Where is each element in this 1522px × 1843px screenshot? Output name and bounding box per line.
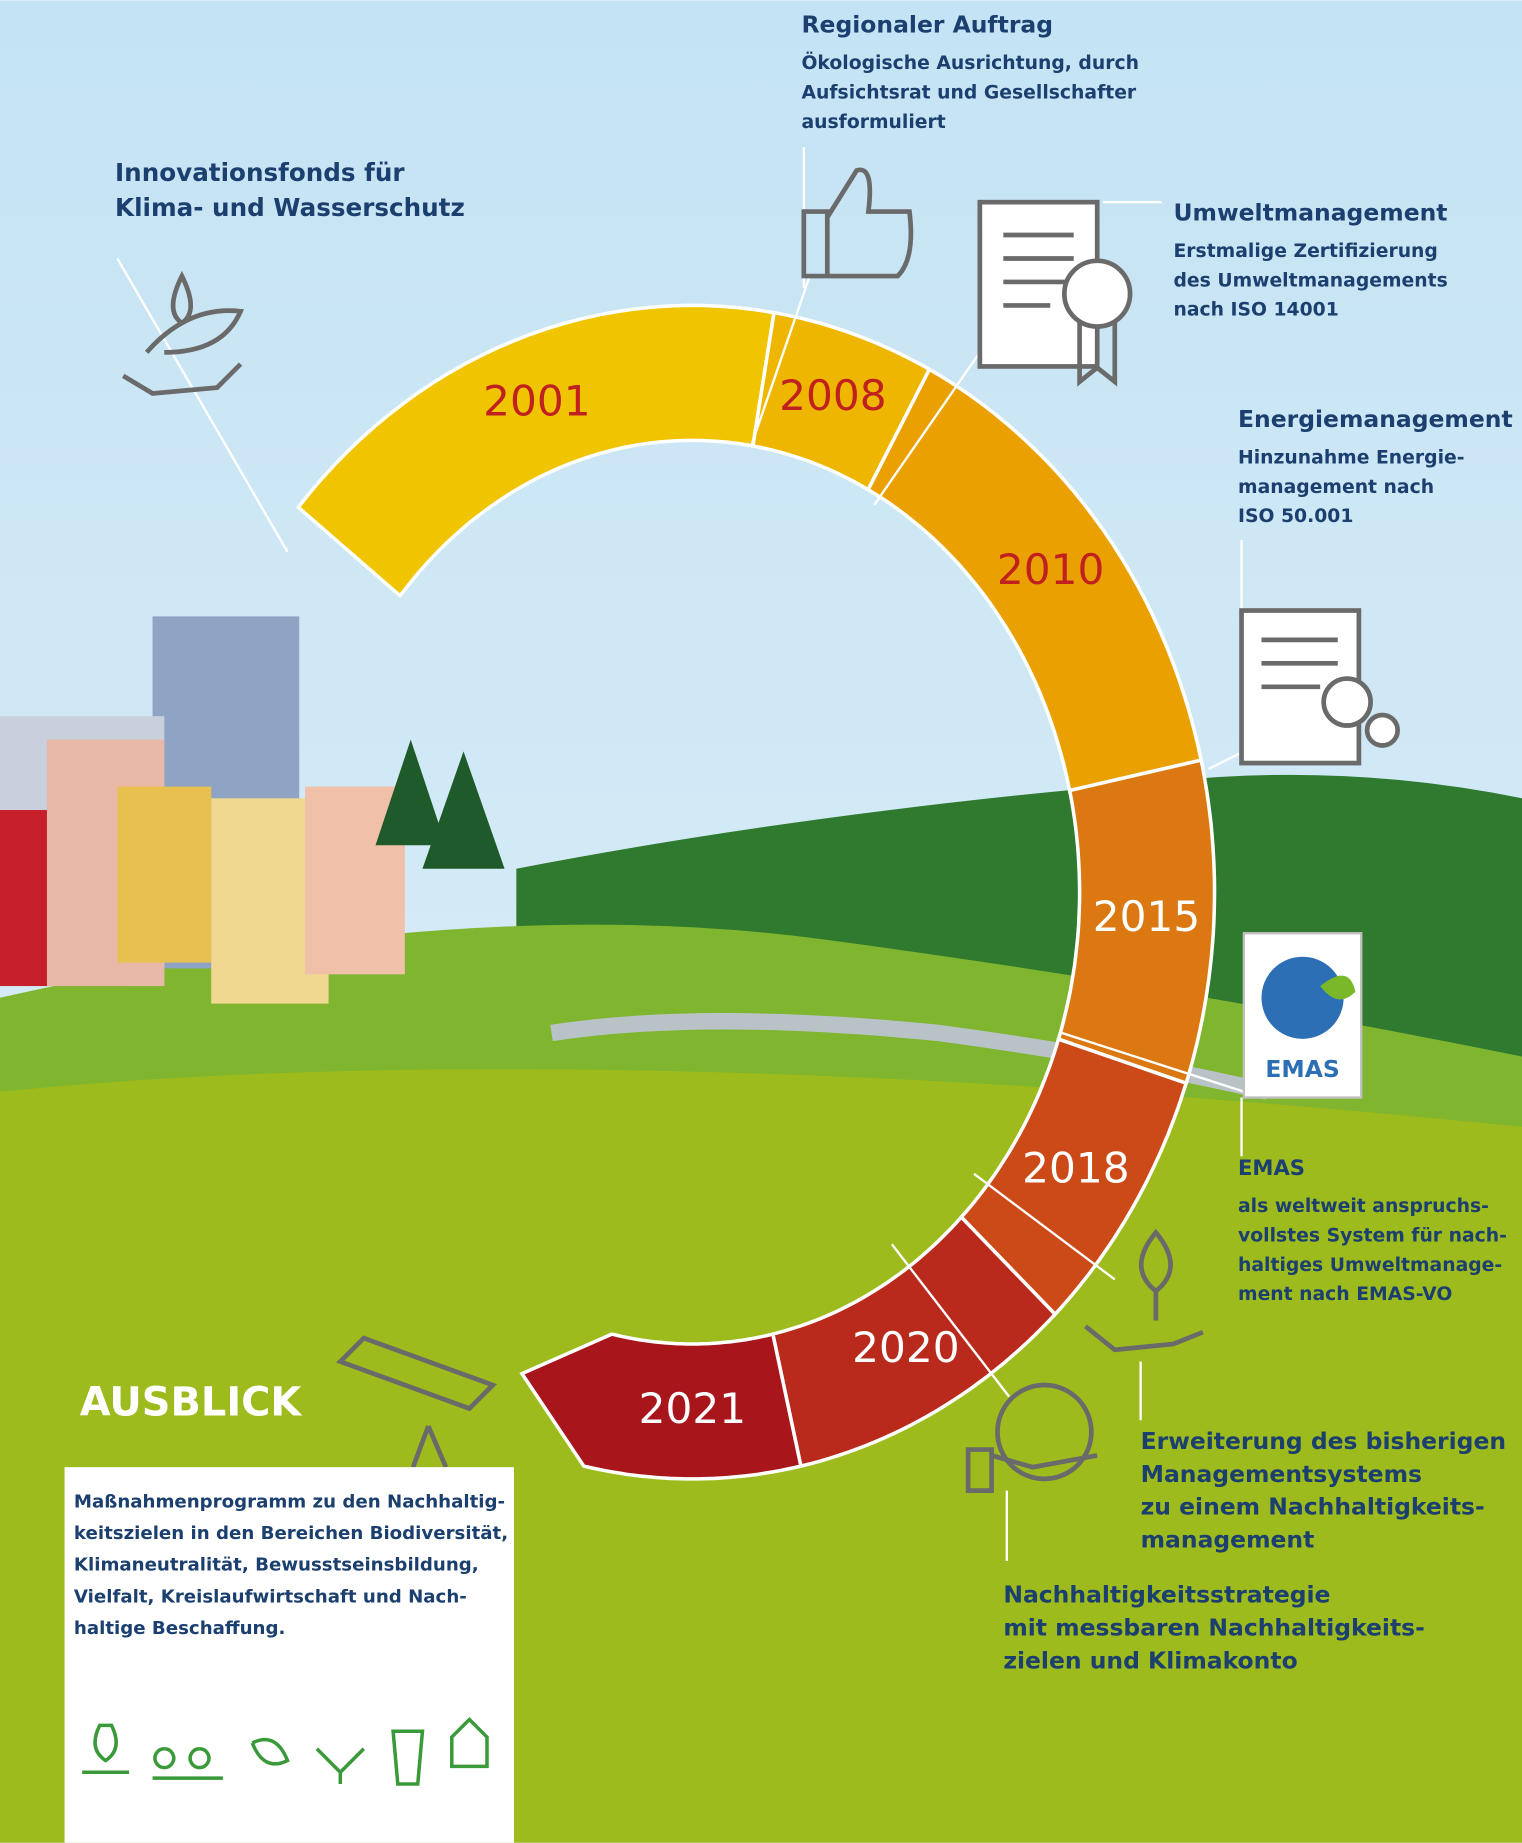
- milestone-title: zielen und Klimakonto: [1003, 1646, 1297, 1674]
- milestone-title: Erweiterung des bisherigen: [1141, 1427, 1506, 1455]
- milestone-text: management nach: [1238, 477, 1434, 498]
- milestone-text: des Umweltmanagements: [1173, 270, 1447, 291]
- ausblick-text: Klimaneutralität, Bewusstseinsbildung,: [74, 1555, 479, 1576]
- milestone-text: ment nach EMAS-VO: [1238, 1284, 1452, 1305]
- milestone-title: Klima- und Wasserschutz: [115, 193, 465, 222]
- milestone-title: EMAS: [1238, 1155, 1305, 1180]
- year-label: 2021: [639, 1384, 746, 1433]
- ausblick-text: Maßnahmenprogramm zu den Nachhaltig-: [74, 1491, 505, 1512]
- timeline-arc: [295, 303, 1217, 1481]
- milestone-title: Nachhaltigkeitsstrategie: [1003, 1581, 1330, 1609]
- milestone-title: Innovationsfonds für: [115, 158, 405, 187]
- year-label: 2008: [779, 371, 886, 420]
- milestone-title: Umweltmanagement: [1173, 198, 1447, 226]
- year-label: 2018: [1022, 1144, 1129, 1193]
- year-label: 2015: [1093, 892, 1200, 941]
- milestone-title: Energiemanagement: [1238, 405, 1513, 433]
- year-label: 2010: [997, 545, 1104, 594]
- milestone-title: mit messbaren Nachhaltigkeits-: [1003, 1614, 1425, 1642]
- milestone-text: Ökologische Ausrichtung, durch: [801, 50, 1138, 74]
- milestone-title: Managementsystems: [1141, 1460, 1422, 1488]
- arc-segment: [519, 1331, 803, 1481]
- milestone-text: ISO 50.001: [1238, 506, 1353, 527]
- labels: 2001 2008 2010 2015 2018 2020 2021 Innovationsf…: [74, 11, 1513, 1675]
- milestone-text: Erstmalige Zertifizierung: [1173, 241, 1437, 262]
- ausblick-text: haltige Beschaffung.: [74, 1618, 285, 1639]
- year-label: 2020: [852, 1323, 959, 1372]
- ausblick-text: Vielfalt, Kreislaufwirtschaft und Nach-: [74, 1586, 467, 1607]
- milestone-title: management: [1141, 1526, 1315, 1554]
- callout-lines: [116, 147, 1245, 1562]
- milestone-title: Regionaler Auftrag: [801, 11, 1053, 39]
- milestone-text: ausformuliert: [801, 112, 945, 133]
- milestone-text: Hinzunahme Energie-: [1238, 447, 1465, 468]
- milestone-title: zu einem Nachhaltigkeits-: [1141, 1493, 1485, 1521]
- milestone-text: Aufsichtsrat und Gesellschafter: [801, 83, 1136, 104]
- milestone-text: vollstes System für nach-: [1238, 1225, 1507, 1246]
- ausblick-text: keitszielen in den Bereichen Biodiversit…: [74, 1523, 508, 1544]
- emas-logo-text: EMAS: [1265, 1055, 1339, 1083]
- milestone-text: als weltweit anspruchs-: [1238, 1196, 1489, 1217]
- ausblick-title: AUSBLICK: [80, 1379, 304, 1425]
- milestone-text: haltiges Umweltmanage-: [1238, 1255, 1502, 1276]
- icons: [64, 167, 1400, 1843]
- city: [0, 616, 505, 1004]
- year-label: 2001: [483, 377, 590, 426]
- milestone-text: nach ISO 14001: [1173, 300, 1338, 321]
